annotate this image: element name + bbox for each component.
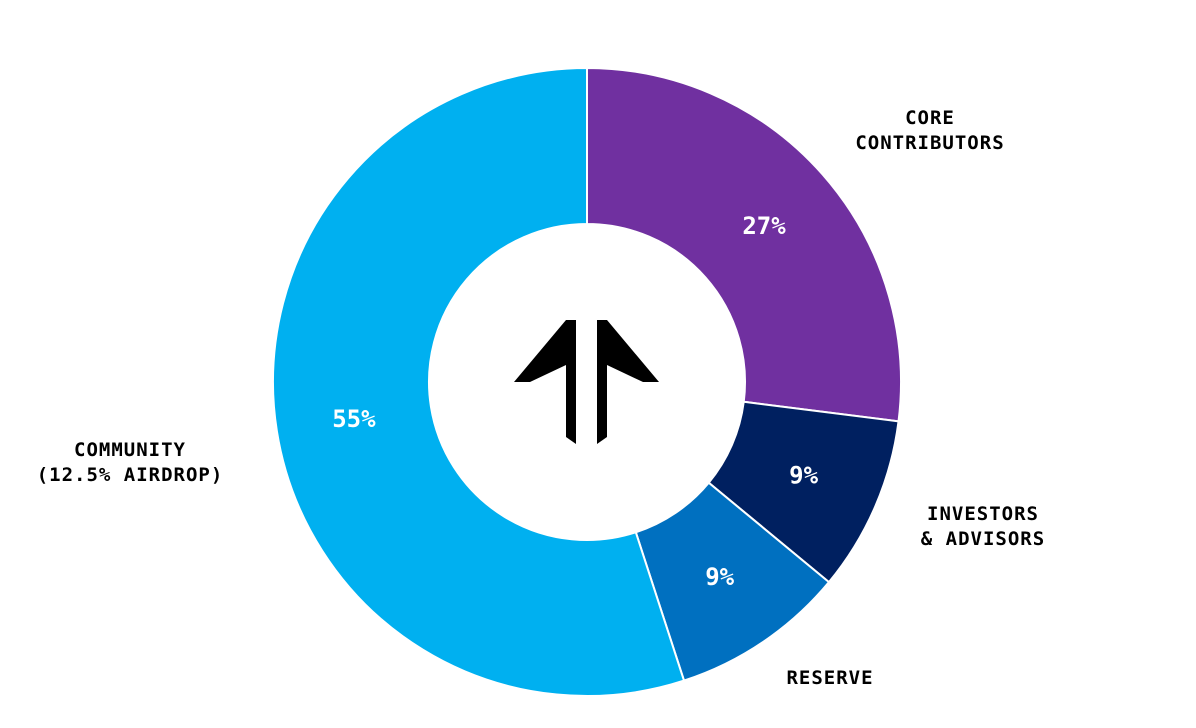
slices-group bbox=[272, 66, 902, 697]
value-labels-group: 27% 9% 9% 55% bbox=[332, 212, 818, 591]
slice-0 bbox=[586, 66, 902, 423]
label-line: INVESTORS bbox=[927, 503, 1039, 525]
label-core-contributors: CORE CONTRIBUTORS bbox=[830, 106, 1030, 156]
label-line: (12.5% AIRDROP) bbox=[36, 464, 224, 486]
label-community: COMMUNITY (12.5% AIRDROP) bbox=[10, 438, 250, 488]
label-line: CORE bbox=[905, 107, 955, 129]
label-line: & ADVISORS bbox=[920, 528, 1046, 550]
value-label-1: 9% bbox=[789, 462, 818, 490]
label-line: CONTRIBUTORS bbox=[855, 132, 1005, 154]
slice-3 bbox=[272, 66, 686, 697]
double-up-arrow-logo-icon bbox=[514, 320, 659, 444]
value-label-3: 55% bbox=[332, 405, 376, 433]
value-label-2: 9% bbox=[705, 563, 734, 591]
label-line: RESERVE bbox=[786, 667, 874, 689]
label-line: COMMUNITY bbox=[74, 439, 186, 461]
label-investors-advisors: INVESTORS & ADVISORS bbox=[888, 502, 1078, 552]
label-reserve: RESERVE bbox=[760, 666, 900, 691]
value-label-0: 27% bbox=[742, 212, 786, 240]
